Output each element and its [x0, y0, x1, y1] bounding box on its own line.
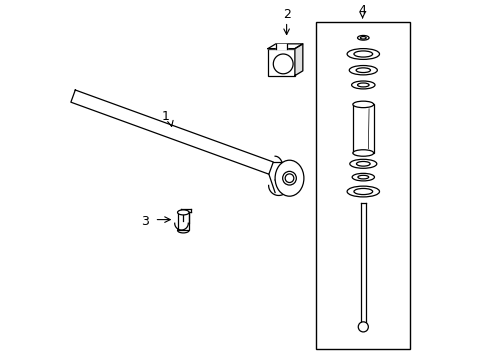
- Polygon shape: [267, 44, 302, 49]
- Polygon shape: [71, 90, 273, 174]
- Ellipse shape: [346, 49, 379, 59]
- Ellipse shape: [273, 54, 292, 74]
- Text: 2: 2: [282, 8, 290, 21]
- Ellipse shape: [177, 210, 189, 215]
- Ellipse shape: [356, 161, 369, 166]
- Ellipse shape: [360, 37, 366, 39]
- Ellipse shape: [275, 160, 303, 196]
- Ellipse shape: [282, 171, 296, 185]
- Polygon shape: [294, 44, 302, 76]
- Ellipse shape: [351, 174, 374, 181]
- Bar: [352, 104, 373, 153]
- Ellipse shape: [346, 186, 379, 197]
- Text: 1: 1: [161, 111, 169, 123]
- Ellipse shape: [355, 68, 370, 72]
- Ellipse shape: [352, 150, 373, 156]
- Ellipse shape: [353, 188, 372, 194]
- Polygon shape: [275, 44, 286, 49]
- Bar: [177, 212, 189, 230]
- Text: 3: 3: [141, 215, 149, 228]
- Polygon shape: [267, 49, 294, 76]
- Ellipse shape: [349, 159, 376, 168]
- Circle shape: [285, 174, 293, 183]
- Ellipse shape: [351, 81, 374, 89]
- Ellipse shape: [348, 66, 377, 75]
- Ellipse shape: [353, 51, 372, 57]
- Ellipse shape: [357, 83, 368, 87]
- Ellipse shape: [177, 228, 189, 233]
- Bar: [316, 22, 409, 349]
- Ellipse shape: [357, 175, 368, 179]
- Ellipse shape: [352, 101, 373, 108]
- Text: 4: 4: [358, 4, 366, 17]
- Ellipse shape: [357, 36, 368, 40]
- Circle shape: [358, 322, 367, 332]
